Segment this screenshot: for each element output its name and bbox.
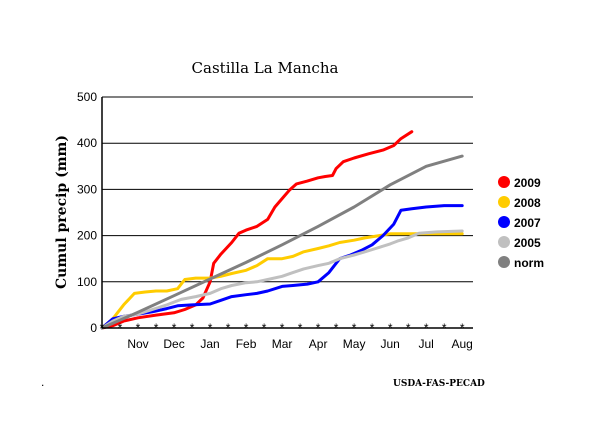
legend-label-2009: 2009 [514,176,541,190]
x-tick-mark: * [244,321,249,335]
legend-label-norm: norm [514,256,544,270]
x-tick-label: Jul [419,337,434,351]
x-tick-label: Jun [380,337,399,351]
x-tick-label: Mar [272,337,293,351]
gridlines [102,96,473,283]
x-tick-mark: * [334,321,339,335]
legend-swatch-2005 [498,236,510,248]
x-tick-label: May [343,337,366,351]
x-tick-mark: * [280,321,285,335]
x-tick-label: Dec [163,337,184,351]
y-tick-labels: 0 100 200 300 400 500 [77,90,97,335]
series-layer [100,130,464,330]
chart-title: Castilla La Mancha [192,59,339,77]
x-tick-mark: * [136,321,141,335]
y-tick-label: 300 [77,182,97,196]
y-tick-label: 500 [77,90,97,104]
x-tick-mark: * [388,321,393,335]
x-tick-mark: * [424,321,429,335]
series-line-2009 [100,130,414,330]
x-tick-mark: * [370,321,375,335]
legend-swatch-2007 [498,216,510,228]
x-tick-label: Feb [236,337,257,351]
legend-swatch-2008 [498,196,510,208]
x-tick-label: Aug [452,337,473,351]
y-tick-label: 0 [90,321,97,335]
x-tick-mark: * [262,321,267,335]
x-tick-mark: * [460,321,465,335]
x-tick-mark: * [298,321,303,335]
x-tick-mark: * [172,321,177,335]
y-axis-label: Cumul precip (mm) [54,135,70,289]
x-tick-label: Nov [127,337,148,351]
legend-label-2007: 2007 [514,216,541,230]
legend-swatch-2009 [498,176,510,188]
legend-swatch-norm [498,256,510,268]
x-tick-labels: * * * * * * * * * * * * * * * * * * * * * Nov Dec Jan Feb Mar Apr M… [100,321,473,351]
x-tick-mark: * [154,321,159,335]
series-line-2008 [100,232,464,330]
x-tick-mark: * [316,321,321,335]
legend-label-2008: 2008 [514,196,541,210]
x-tick-mark: * [442,321,447,335]
axes [101,97,473,329]
x-tick-label: Jan [200,337,219,351]
x-tick-mark: * [352,321,357,335]
x-tick-mark: * [100,321,105,335]
series-line-2007 [100,204,464,330]
x-tick-mark: * [118,321,123,335]
series-line-2005 [100,229,464,330]
x-tick-mark: * [208,321,213,335]
legend-label-2005: 2005 [514,236,541,250]
source-credit: USDA-FAS-PECAD [393,379,485,389]
x-tick-label: Apr [309,337,328,351]
y-tick-label: 100 [77,275,97,289]
x-tick-mark: * [190,321,195,335]
y-tick-label: 200 [77,229,97,243]
series-line-norm [100,154,464,330]
x-tick-mark: * [406,321,411,335]
y-tick-label: 400 [77,136,97,150]
x-tick-mark: * [226,321,231,335]
legend: 2009 2008 2007 2005 norm [498,176,544,270]
corner-mark: . [41,375,44,389]
